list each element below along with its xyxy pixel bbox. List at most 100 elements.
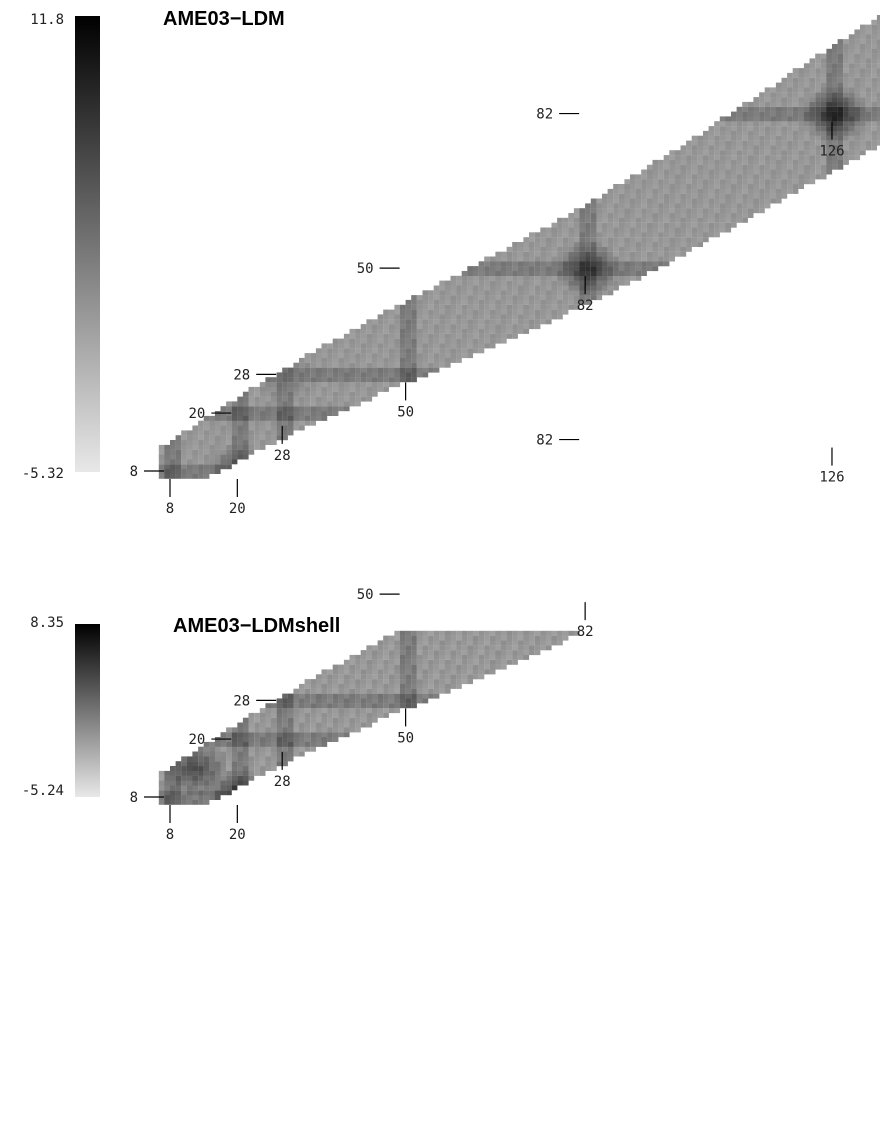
heatmap-cell bbox=[439, 362, 445, 368]
heatmap-cell bbox=[276, 737, 283, 742]
heatmap-cell bbox=[237, 396, 243, 402]
heatmap-cell bbox=[450, 275, 457, 281]
heatmap-cell bbox=[775, 111, 782, 117]
heatmap-cell bbox=[484, 304, 490, 310]
heatmap-cell bbox=[484, 309, 490, 315]
heatmap-cell bbox=[635, 275, 642, 281]
heatmap-cell bbox=[282, 386, 288, 392]
heatmap-cell bbox=[439, 357, 445, 363]
heatmap-cell bbox=[725, 121, 732, 127]
heatmap-cell bbox=[192, 469, 199, 474]
heatmap-cell bbox=[854, 63, 861, 69]
heatmap-cell bbox=[865, 82, 872, 88]
heatmap-cell bbox=[478, 304, 485, 310]
heatmap-cell bbox=[327, 727, 333, 733]
heatmap-cell bbox=[282, 377, 288, 383]
heatmap-cell bbox=[809, 72, 816, 78]
heatmap-cell bbox=[674, 232, 681, 238]
heatmap-cell bbox=[691, 208, 698, 214]
heatmap-cell bbox=[377, 386, 384, 392]
heatmap-cell bbox=[327, 382, 333, 388]
heatmap-cell bbox=[876, 53, 880, 59]
heatmap-cell bbox=[327, 688, 333, 694]
heatmap-cell bbox=[299, 357, 305, 363]
heatmap-cell bbox=[186, 756, 193, 762]
heatmap-cell bbox=[618, 251, 625, 257]
heatmap-cell bbox=[562, 222, 569, 228]
heatmap-cell bbox=[658, 184, 664, 189]
heatmap-cell bbox=[501, 314, 507, 320]
heatmap-cell bbox=[669, 159, 675, 165]
heatmap-cell bbox=[495, 338, 502, 344]
heatmap-cell bbox=[377, 654, 384, 660]
heatmap-cell bbox=[686, 188, 692, 194]
heatmap-cell bbox=[158, 449, 165, 455]
heatmap-cell bbox=[523, 319, 530, 325]
heatmap-cell bbox=[506, 261, 513, 267]
heatmap-cell bbox=[820, 159, 827, 165]
heatmap-cell bbox=[355, 674, 361, 680]
heatmap-cell bbox=[416, 338, 423, 344]
heatmap-cell bbox=[742, 184, 748, 189]
heatmap-cell bbox=[186, 790, 193, 796]
heatmap-cell bbox=[832, 68, 838, 74]
proton-magic-label: 82 bbox=[536, 433, 553, 449]
heatmap-cell bbox=[214, 785, 221, 791]
heatmap-cell bbox=[203, 464, 210, 470]
heatmap-cell bbox=[388, 659, 395, 665]
heatmap-cell bbox=[820, 106, 827, 112]
heatmap-cell bbox=[293, 382, 300, 388]
heatmap-cell bbox=[747, 121, 754, 127]
heatmap-cell bbox=[321, 367, 328, 373]
heatmap-cell bbox=[557, 640, 563, 646]
heatmap-cell bbox=[321, 703, 328, 709]
heatmap-cell bbox=[832, 77, 838, 83]
heatmap-cell bbox=[747, 126, 754, 132]
heatmap-cell bbox=[456, 669, 462, 675]
heatmap-cell bbox=[545, 285, 552, 291]
heatmap-cell bbox=[293, 741, 300, 747]
heatmap-cell bbox=[663, 237, 670, 243]
heatmap-cell bbox=[315, 396, 322, 402]
heatmap-cell bbox=[579, 251, 586, 257]
heatmap-cell bbox=[747, 179, 754, 185]
heatmap-cell bbox=[282, 746, 288, 752]
heatmap-cell bbox=[529, 309, 535, 315]
heatmap-cell bbox=[489, 640, 496, 646]
heatmap-cell bbox=[360, 664, 367, 670]
heatmap-cell bbox=[287, 698, 294, 704]
heatmap-cell bbox=[226, 746, 232, 752]
heatmap-cell bbox=[674, 164, 681, 170]
heatmap-cell bbox=[400, 659, 406, 665]
heatmap-cell bbox=[332, 732, 339, 738]
heatmap-cell bbox=[276, 420, 283, 426]
heatmap-cell bbox=[686, 145, 692, 151]
heatmap-cell bbox=[315, 386, 322, 392]
heatmap-cell bbox=[534, 304, 541, 310]
heatmap-cell bbox=[646, 246, 653, 252]
heatmap-cell bbox=[708, 213, 715, 218]
heatmap-cell bbox=[742, 106, 748, 112]
heatmap-cell bbox=[461, 635, 468, 641]
heatmap-cell bbox=[848, 68, 855, 74]
heatmap-cell bbox=[826, 48, 833, 54]
heatmap-cell bbox=[686, 222, 692, 228]
heatmap-cell bbox=[837, 82, 844, 88]
heatmap-cell bbox=[787, 101, 793, 107]
heatmap-cell bbox=[388, 324, 395, 330]
heatmap-cell bbox=[433, 328, 440, 334]
heatmap-cell bbox=[327, 362, 333, 368]
heatmap-cell bbox=[433, 343, 440, 349]
heatmap-cell bbox=[602, 203, 608, 209]
heatmap-cell bbox=[557, 261, 563, 267]
heatmap-cell bbox=[439, 664, 445, 670]
heatmap-cell bbox=[366, 396, 373, 402]
heatmap-cell bbox=[299, 377, 305, 383]
heatmap-cell bbox=[495, 664, 502, 670]
heatmap-cell bbox=[736, 116, 743, 122]
heatmap-cell bbox=[545, 280, 552, 286]
heatmap-cell bbox=[181, 430, 187, 436]
heatmap-cell bbox=[523, 654, 530, 660]
heatmap-cell bbox=[472, 338, 479, 344]
heatmap-cell bbox=[719, 222, 726, 228]
